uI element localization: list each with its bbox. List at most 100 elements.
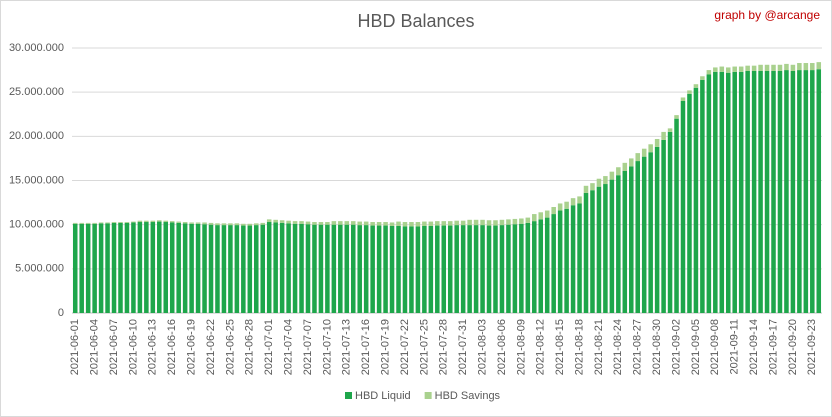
bar-segment <box>784 70 789 313</box>
bar-segment <box>318 222 324 225</box>
bar-segment <box>751 65 757 71</box>
bar-segment <box>124 222 130 313</box>
bar-segment <box>797 70 802 313</box>
bar-segment <box>435 225 440 313</box>
legend-swatch <box>345 392 352 399</box>
annotation: graph by @arcange <box>714 8 820 22</box>
bar-segment <box>648 152 653 313</box>
bar-segment <box>532 221 537 313</box>
bar-segment <box>273 219 278 223</box>
bar-segment <box>480 219 485 226</box>
bar-segment <box>590 190 595 313</box>
bar-segment <box>157 220 162 222</box>
bar-segment <box>202 222 207 225</box>
bar-segment <box>118 222 123 223</box>
y-tick-label: 10.000.000 <box>9 219 64 231</box>
bar-segment <box>215 225 220 313</box>
x-tick-label: 2021-09-20 <box>787 319 799 375</box>
bar-segment <box>299 221 304 224</box>
bar-segment <box>525 222 531 313</box>
y-tick-label: 0 <box>58 307 64 319</box>
bar-segment <box>415 222 421 227</box>
x-tick-label: 2021-07-04 <box>283 319 295 375</box>
bar-segment <box>370 222 375 226</box>
bar-segment <box>680 97 686 101</box>
bar-segment <box>286 223 291 313</box>
bar-segment <box>118 222 123 313</box>
bar-segment <box>467 225 472 313</box>
bar-segment <box>538 219 544 313</box>
bar-segment <box>260 224 265 313</box>
bar-segment <box>163 220 169 223</box>
bar-segment <box>700 76 705 80</box>
bar-segment <box>221 223 227 226</box>
bar-segment <box>441 225 447 313</box>
bar-segment <box>512 218 518 225</box>
bar-segment <box>363 225 369 313</box>
bar-segment <box>428 221 434 226</box>
x-tick-label: 2021-08-21 <box>593 319 605 375</box>
bar-segment <box>350 221 356 225</box>
bar-segment <box>241 223 246 226</box>
bar-segment <box>725 72 731 313</box>
bar-segment <box>357 221 362 226</box>
bar-segment <box>810 70 815 313</box>
bar-segment <box>596 178 602 187</box>
bar-segment <box>189 223 194 313</box>
x-tick-label: 2021-07-13 <box>341 319 353 375</box>
bar-segment <box>79 223 84 313</box>
x-tick-label: 2021-06-19 <box>186 319 198 375</box>
x-tick-label: 2021-09-08 <box>709 319 721 375</box>
bar-segment <box>616 167 621 176</box>
bar-segment <box>816 69 822 313</box>
bar-segment <box>486 220 492 226</box>
bar-segment <box>732 66 737 72</box>
bar-segment <box>208 222 214 225</box>
bar-segment <box>402 222 408 227</box>
bar-segment <box>208 224 214 313</box>
bar-segment <box>661 139 666 313</box>
bar-segment <box>564 201 569 209</box>
bar-segment <box>609 171 615 180</box>
x-tick-label: 2021-06-22 <box>205 319 217 375</box>
bar-segment <box>325 222 330 225</box>
bar-segment <box>506 224 511 313</box>
bar-segment <box>616 175 621 313</box>
bar-segment <box>111 222 117 313</box>
x-tick-label: 2021-08-03 <box>476 319 488 375</box>
bar-segment <box>409 226 414 313</box>
x-tick-label: 2021-08-18 <box>573 319 585 375</box>
bar-segment <box>493 220 498 226</box>
bar-segment <box>506 219 511 225</box>
bar-segment <box>745 70 750 313</box>
x-tick-label: 2021-07-28 <box>438 319 450 375</box>
bar-segment <box>816 62 822 70</box>
bar-segment <box>247 223 253 226</box>
x-tick-label: 2021-07-01 <box>263 319 275 375</box>
bar-segment <box>292 221 298 224</box>
bar-segment <box>357 225 362 313</box>
x-tick-label: 2021-07-10 <box>321 319 333 375</box>
bar-segment <box>376 225 382 313</box>
bar-segment <box>286 220 291 224</box>
bar-segment <box>810 63 815 71</box>
bar-segment <box>777 70 783 313</box>
bar-segment <box>499 219 505 226</box>
x-tick-label: 2021-09-14 <box>748 319 760 375</box>
bar-segment <box>629 158 634 167</box>
bar-segment <box>137 220 143 223</box>
bar-segment <box>305 224 311 313</box>
bar-segment <box>137 222 143 313</box>
x-tick-label: 2021-06-16 <box>166 319 178 375</box>
chart-title: HBD Balances <box>357 11 474 31</box>
bar-segment <box>583 185 589 193</box>
bar-segment <box>312 222 317 225</box>
y-tick-label: 20.000.000 <box>9 130 64 142</box>
bar-segment <box>719 66 725 72</box>
bar-segment <box>538 212 544 220</box>
bar-segment <box>803 70 809 313</box>
bar-segment <box>784 63 789 71</box>
x-tick-label: 2021-07-16 <box>360 319 372 375</box>
bar-segment <box>648 144 653 153</box>
bar-segment <box>603 184 608 313</box>
